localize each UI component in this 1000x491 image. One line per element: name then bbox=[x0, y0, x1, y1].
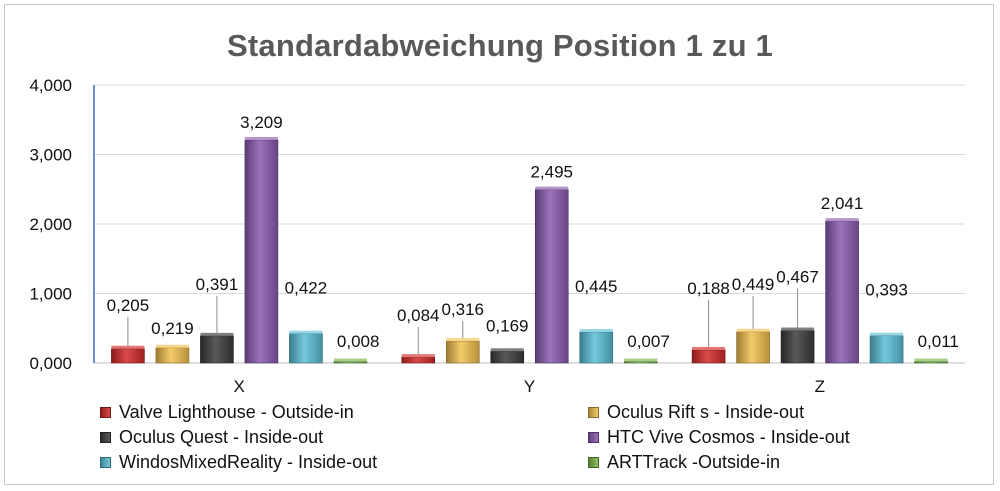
data-label: 2,041 bbox=[821, 194, 864, 213]
legend-label: HTC Vive Cosmos - Inside-out bbox=[607, 427, 850, 447]
data-label: 0,219 bbox=[151, 319, 194, 338]
bar bbox=[244, 136, 279, 364]
bar bbox=[780, 327, 815, 364]
x-tick-label: X bbox=[233, 377, 244, 396]
bar bbox=[401, 354, 436, 364]
bar bbox=[333, 358, 368, 364]
legend-label: WindosMixedReality - Inside-out bbox=[119, 452, 378, 472]
legend-swatch bbox=[100, 432, 111, 443]
data-label: 0,393 bbox=[865, 281, 908, 300]
legend-item: ARTTrack -Outside-in bbox=[588, 452, 780, 473]
data-label: 0,467 bbox=[776, 268, 819, 287]
data-label: 0,205 bbox=[107, 296, 150, 315]
legend-item: Oculus Quest - Inside-out bbox=[100, 427, 323, 448]
data-label: 0,188 bbox=[687, 279, 730, 298]
data-label: 0,422 bbox=[285, 279, 328, 298]
legend-label: Oculus Rift s - Inside-out bbox=[607, 402, 805, 422]
legend-swatch bbox=[100, 407, 111, 418]
legend-item: HTC Vive Cosmos - Inside-out bbox=[588, 427, 850, 448]
bar bbox=[579, 329, 614, 364]
bar bbox=[534, 186, 569, 364]
bar bbox=[111, 345, 145, 364]
legend-swatch bbox=[588, 432, 599, 443]
x-axis: X Y Z bbox=[233, 377, 825, 396]
data-label: 0,008 bbox=[337, 332, 380, 351]
data-label: 0,391 bbox=[196, 275, 239, 294]
y-tick-label: 4,000 bbox=[29, 76, 72, 95]
bar bbox=[869, 332, 904, 364]
x-tick-label: Y bbox=[524, 377, 535, 396]
legend-label: ARTTrack -Outside-in bbox=[607, 452, 781, 472]
data-label: 0,084 bbox=[397, 306, 440, 325]
x-tick-label: Z bbox=[815, 377, 825, 396]
legend-swatch bbox=[588, 457, 599, 468]
y-tick-label: 2,000 bbox=[29, 215, 72, 234]
bar bbox=[825, 218, 859, 364]
data-label: 0,007 bbox=[627, 332, 670, 351]
data-label: 3,209 bbox=[240, 113, 283, 132]
bar bbox=[200, 332, 234, 364]
bars bbox=[111, 136, 948, 364]
bar bbox=[445, 338, 480, 364]
legend-swatch bbox=[588, 407, 599, 418]
legend-swatch bbox=[100, 457, 111, 468]
data-label: 0,445 bbox=[575, 277, 618, 296]
bar bbox=[155, 344, 190, 364]
bar bbox=[289, 330, 323, 364]
chart-title: Standardabweichung Position 1 zu 1 bbox=[227, 28, 773, 63]
bar bbox=[736, 328, 770, 364]
data-label: 0,011 bbox=[918, 332, 959, 351]
bar bbox=[623, 358, 658, 364]
gridlines bbox=[94, 84, 965, 364]
bar bbox=[691, 346, 726, 364]
y-tick-label: 1,000 bbox=[29, 285, 72, 304]
y-tick-label: 0,000 bbox=[29, 354, 72, 373]
legend-item: Oculus Rift s - Inside-out bbox=[588, 402, 804, 423]
data-label: 2,495 bbox=[530, 163, 573, 182]
legend-item: Valve Lighthouse - Outside-in bbox=[100, 402, 354, 423]
data-label: 0,316 bbox=[441, 300, 484, 319]
legend-item: WindosMixedReality - Inside-out bbox=[100, 452, 377, 473]
bar bbox=[490, 348, 525, 364]
y-axis: 0,000 1,000 2,000 3,000 4,000 bbox=[29, 76, 95, 373]
legend-label: Oculus Quest - Inside-out bbox=[119, 427, 324, 447]
y-tick-label: 3,000 bbox=[29, 146, 72, 165]
bar bbox=[914, 358, 948, 364]
data-label: 0,449 bbox=[732, 275, 775, 294]
legend-label: Valve Lighthouse - Outside-in bbox=[119, 402, 354, 422]
data-label: 0,169 bbox=[486, 316, 529, 335]
